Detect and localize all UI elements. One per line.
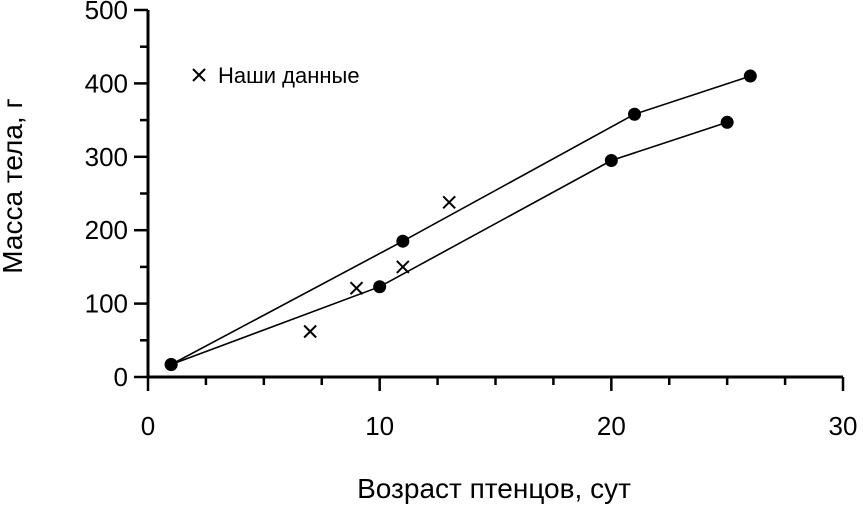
data-point-cross (396, 260, 410, 274)
y-tick-label: 400 (85, 68, 128, 98)
series-1 (164, 115, 734, 372)
data-point (743, 69, 757, 83)
x-tick-label: 30 (829, 411, 858, 441)
series-1-line (170, 121, 728, 366)
x-tick-label: 10 (365, 411, 394, 441)
y-tick-label: 500 (85, 0, 128, 25)
data-point (720, 115, 734, 129)
axes: 0 100 200 300 400 500 0 10 20 30 (85, 0, 858, 441)
x-axis-title: Возраст птенцов, сут (357, 473, 631, 504)
series-2 (303, 195, 456, 339)
data-point (604, 153, 618, 167)
y-tick-label: 100 (85, 289, 128, 319)
data-point (396, 234, 410, 248)
legend: Наши данные (192, 63, 360, 88)
legend-cross-marker (192, 68, 206, 82)
y-tick-label: 200 (85, 215, 128, 245)
data-point (164, 358, 178, 372)
data-point-cross (349, 281, 364, 295)
legend-cross-icon (192, 68, 206, 82)
legend-label: Наши данные (218, 63, 360, 88)
y-tick-label: 300 (85, 142, 128, 172)
y-axis-title: Масса тела, г (0, 98, 28, 273)
series-0-line (170, 75, 751, 366)
y-tick-label: 0 (114, 362, 128, 392)
data-point (373, 280, 387, 294)
series-0 (164, 69, 757, 372)
x-tick-label: 0 (141, 411, 155, 441)
x-tick-label: 20 (597, 411, 626, 441)
data-point (628, 107, 641, 121)
data-point-cross (303, 324, 317, 339)
series-layer (164, 69, 757, 372)
data-point-cross (442, 195, 456, 210)
